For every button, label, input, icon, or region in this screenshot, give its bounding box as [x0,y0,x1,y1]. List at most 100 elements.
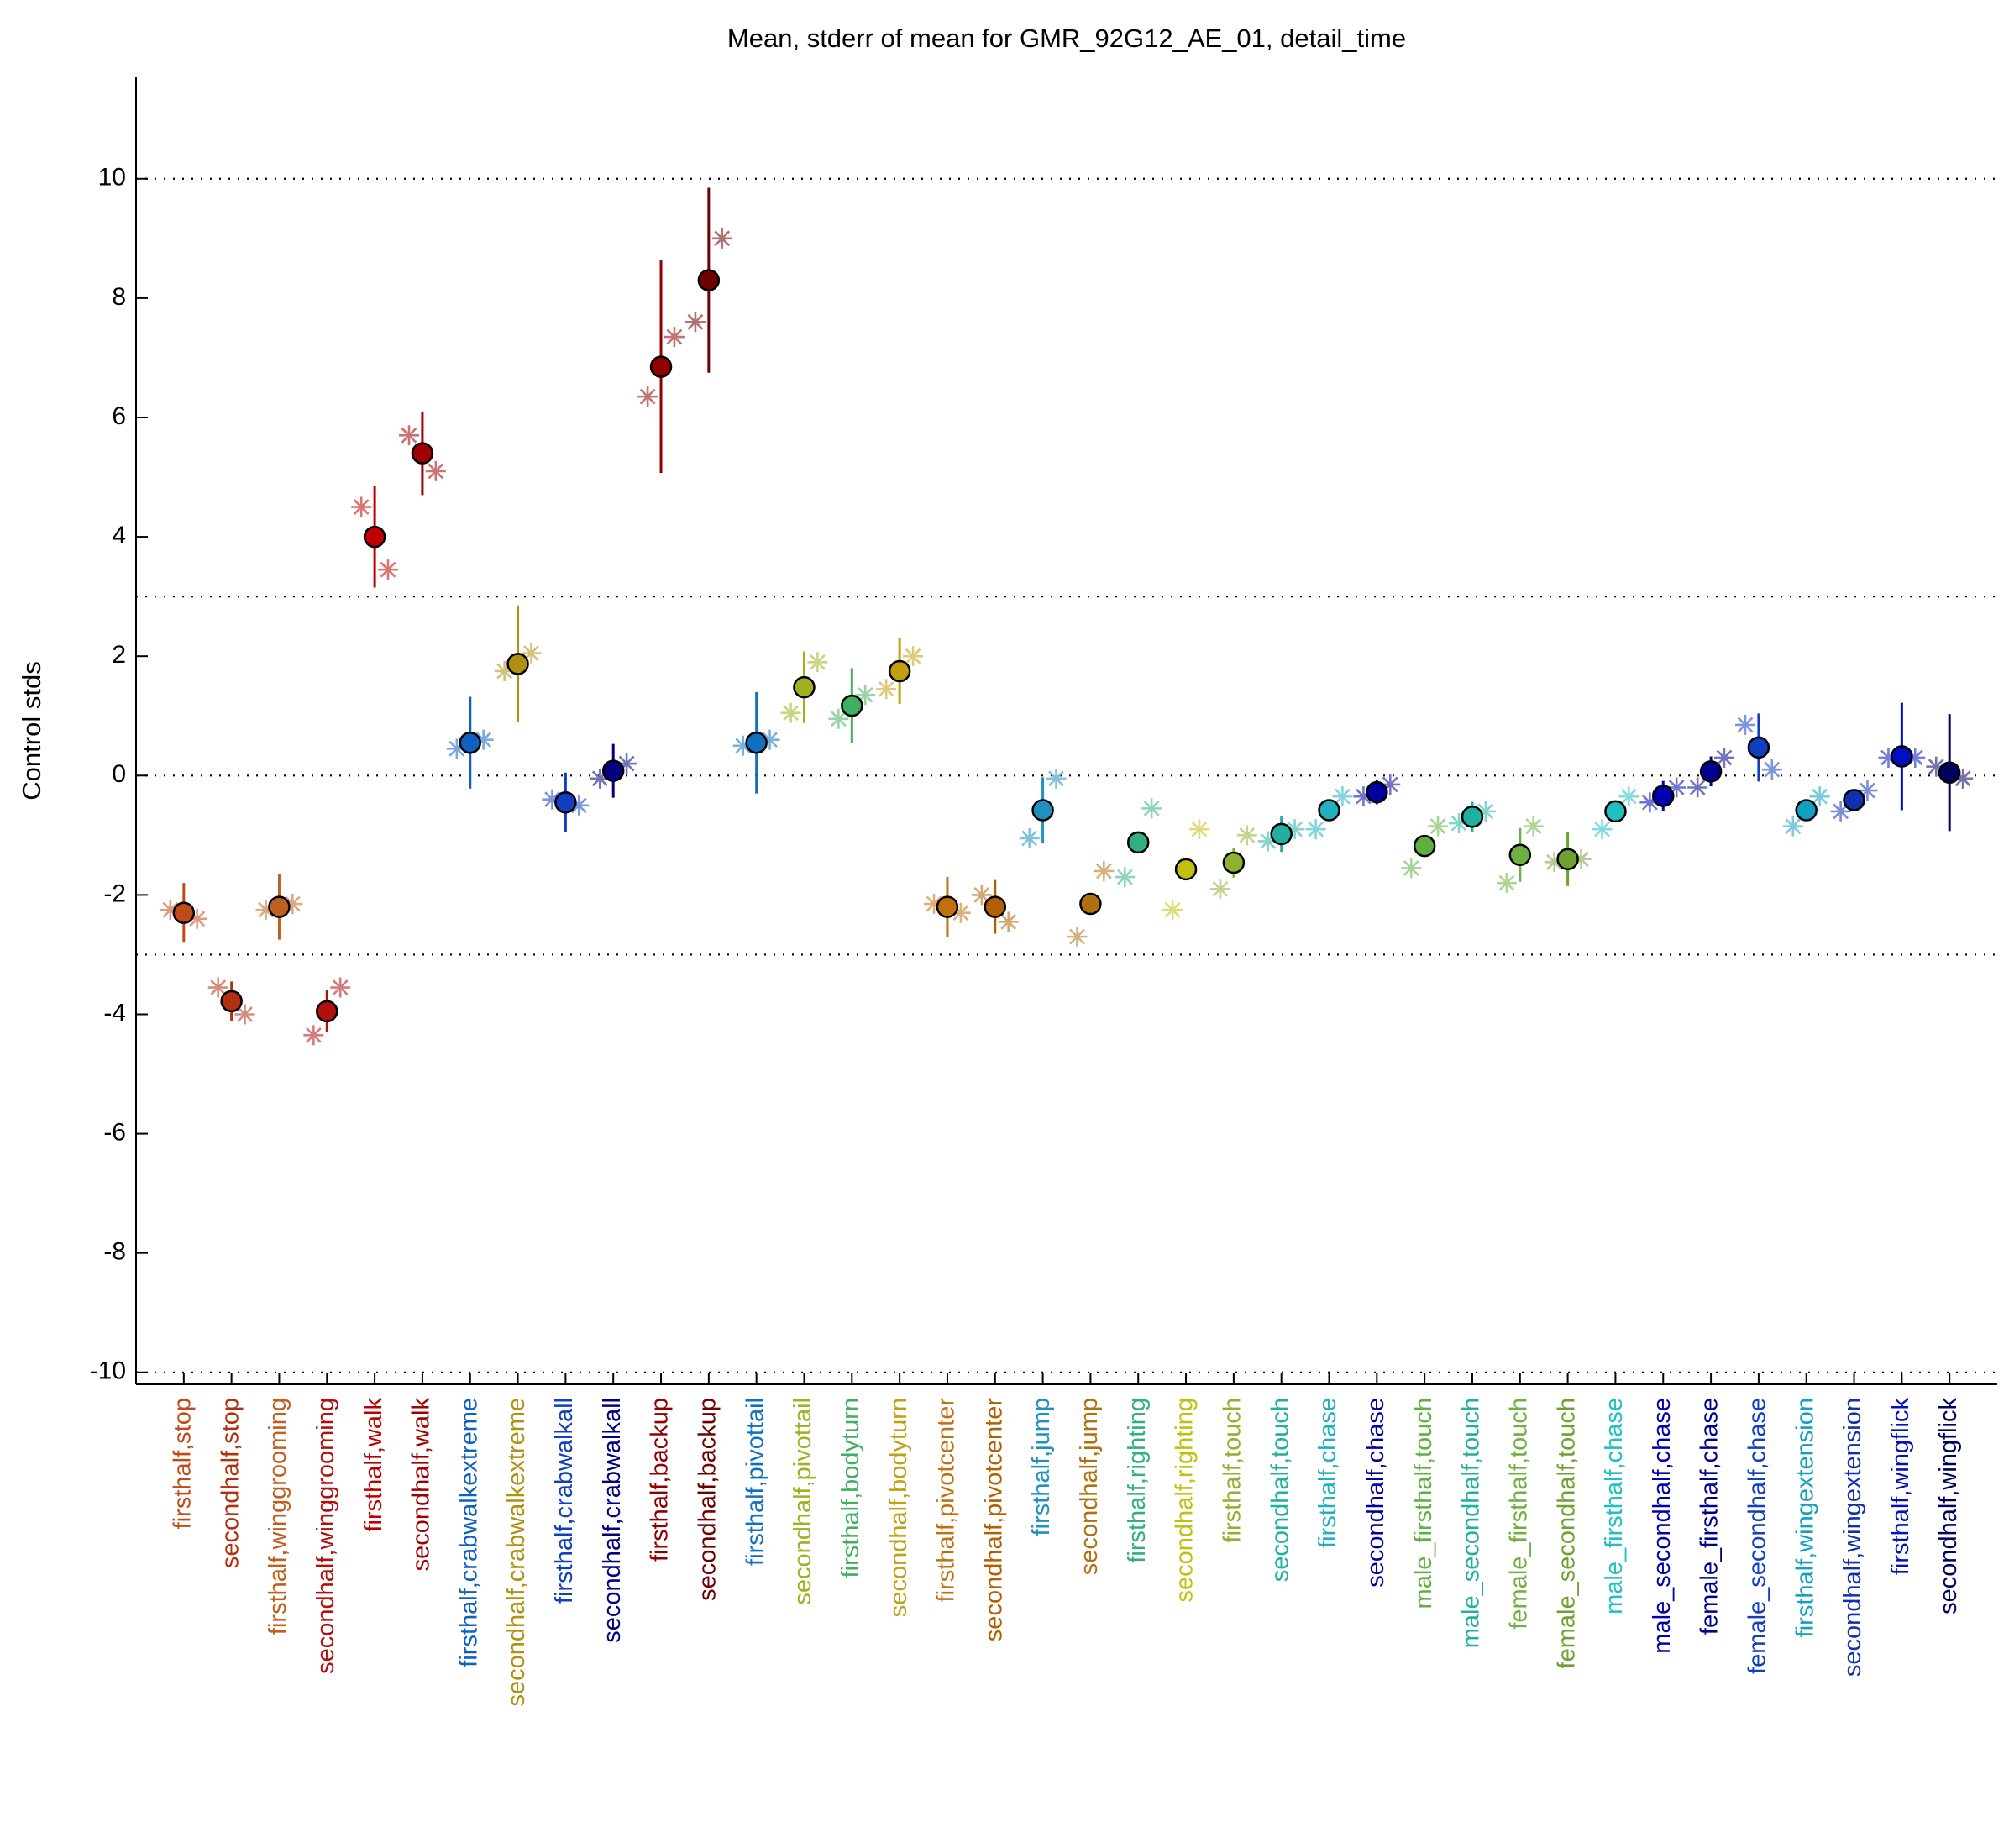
star-marker [399,425,420,446]
star-marker [971,885,992,906]
star-marker [378,559,399,580]
y-tick-label: 4 [112,522,126,549]
star-marker [807,652,828,673]
star-marker [903,646,924,667]
mean-marker [1461,806,1484,828]
x-tick-label: firsthalf,backup [647,1398,674,1562]
star-marker [1046,768,1067,789]
star-marker [521,643,542,664]
x-tick-label: firsthalf,stop [169,1398,196,1529]
mean-marker [984,895,1007,918]
x-tick-label: firsthalf,wingextension [1791,1398,1818,1637]
x-tick-label: secondhalf,backup [695,1398,721,1601]
star-marker [1449,813,1470,834]
x-tick-label: female_firsthalf,touch [1505,1398,1532,1630]
star-marker [186,908,207,929]
x-tick-label: secondhalf,jump [1076,1398,1103,1575]
star-marker [616,753,637,774]
star-marker [1428,816,1449,837]
x-tick-label: secondhalf,winggrooming [312,1398,339,1674]
mean-marker [1222,851,1246,874]
y-tick-label: 10 [98,164,126,192]
x-tick-label: firsthalf,pivottail [742,1398,768,1566]
y-tick-label: 0 [112,760,126,788]
star-marker [1857,780,1878,801]
star-marker [637,386,658,407]
star-marker [1257,831,1278,852]
mean-marker [268,895,291,918]
star-marker [282,894,303,915]
star-marker [446,738,467,759]
star-marker [1236,825,1257,846]
mean-marker [841,694,863,717]
mean-marker [363,525,386,549]
mean-marker [745,731,768,754]
star-marker [1782,816,1803,837]
mean-marker [554,791,577,814]
star-marker [234,1004,255,1025]
y-tick-label: -10 [90,1357,126,1385]
star-marker [590,768,611,789]
x-tick-label: firsthalf,jump [1028,1398,1055,1536]
mean-marker [1891,745,1913,768]
star-marker [1830,801,1851,822]
mean-marker [1652,785,1675,807]
mean-marker [1413,834,1436,858]
x-tick-label: secondhalf,stop [217,1398,244,1568]
star-marker [1380,774,1401,795]
mean-marker [1604,800,1627,823]
x-tick-label: firsthalf,pivotcenter [933,1398,960,1603]
x-tick-label: secondhalf,righting [1172,1398,1199,1602]
mean-marker [1031,799,1054,822]
x-tick-label: firsthalf,winggrooming [265,1398,291,1635]
star-marker [1353,786,1374,807]
star-marker [828,708,849,729]
mean-marker [793,675,816,699]
x-tick-label: secondhalf,crabwalkall [599,1398,626,1643]
star-marker [330,977,351,998]
x-tick-label: firsthalf,walk [360,1398,387,1532]
y-axis-label: Control stds [17,661,46,800]
x-tick-label: secondhalf,wingextension [1839,1398,1866,1677]
x-tick-label: secondhalf,chase [1362,1398,1389,1588]
star-marker [1809,786,1830,807]
y-tick-label: 6 [112,402,126,430]
star-marker [1592,819,1613,840]
star-marker [711,228,732,249]
y-tick-label: -4 [103,999,126,1026]
y-tick-label: -6 [103,1119,126,1147]
star-marker [1496,873,1517,894]
mean-marker [888,659,911,683]
star-marker [1332,786,1353,807]
star-marker [855,685,876,706]
star-marker [759,729,780,750]
mean-marker [1699,760,1723,783]
x-tick-label: firsthalf,wingflick [1887,1398,1914,1576]
x-tick-label: firsthalf,bodyturn [837,1398,864,1578]
x-tick-label: secondhalf,pivottail [789,1398,816,1605]
star-marker [494,660,515,681]
star-marker [160,900,181,921]
star-marker [1687,777,1708,798]
mean-marker [459,731,481,754]
mean-marker [220,990,243,1013]
x-tick-label: firsthalf,crabwalkextreme [455,1398,482,1667]
star-marker [542,789,563,810]
star-marker [664,327,685,348]
x-tick-label: female_secondhalf,touch [1553,1398,1580,1668]
star-marker [1544,852,1565,873]
star-marker [1094,860,1115,881]
star-marker [303,1025,324,1046]
star-marker [998,911,1019,932]
star-marker [1523,816,1544,837]
x-tick-label: secondhalf,pivotcenter [980,1398,1007,1642]
mean-marker [697,269,721,291]
mean-marker [1938,761,1961,784]
mean-marker [1843,789,1865,811]
mean-marker [1079,892,1102,916]
star-marker [1761,759,1782,780]
y-tick-label: -8 [103,1238,126,1266]
x-tick-label: firsthalf,righting [1124,1398,1151,1563]
mean-marker [1747,736,1770,759]
